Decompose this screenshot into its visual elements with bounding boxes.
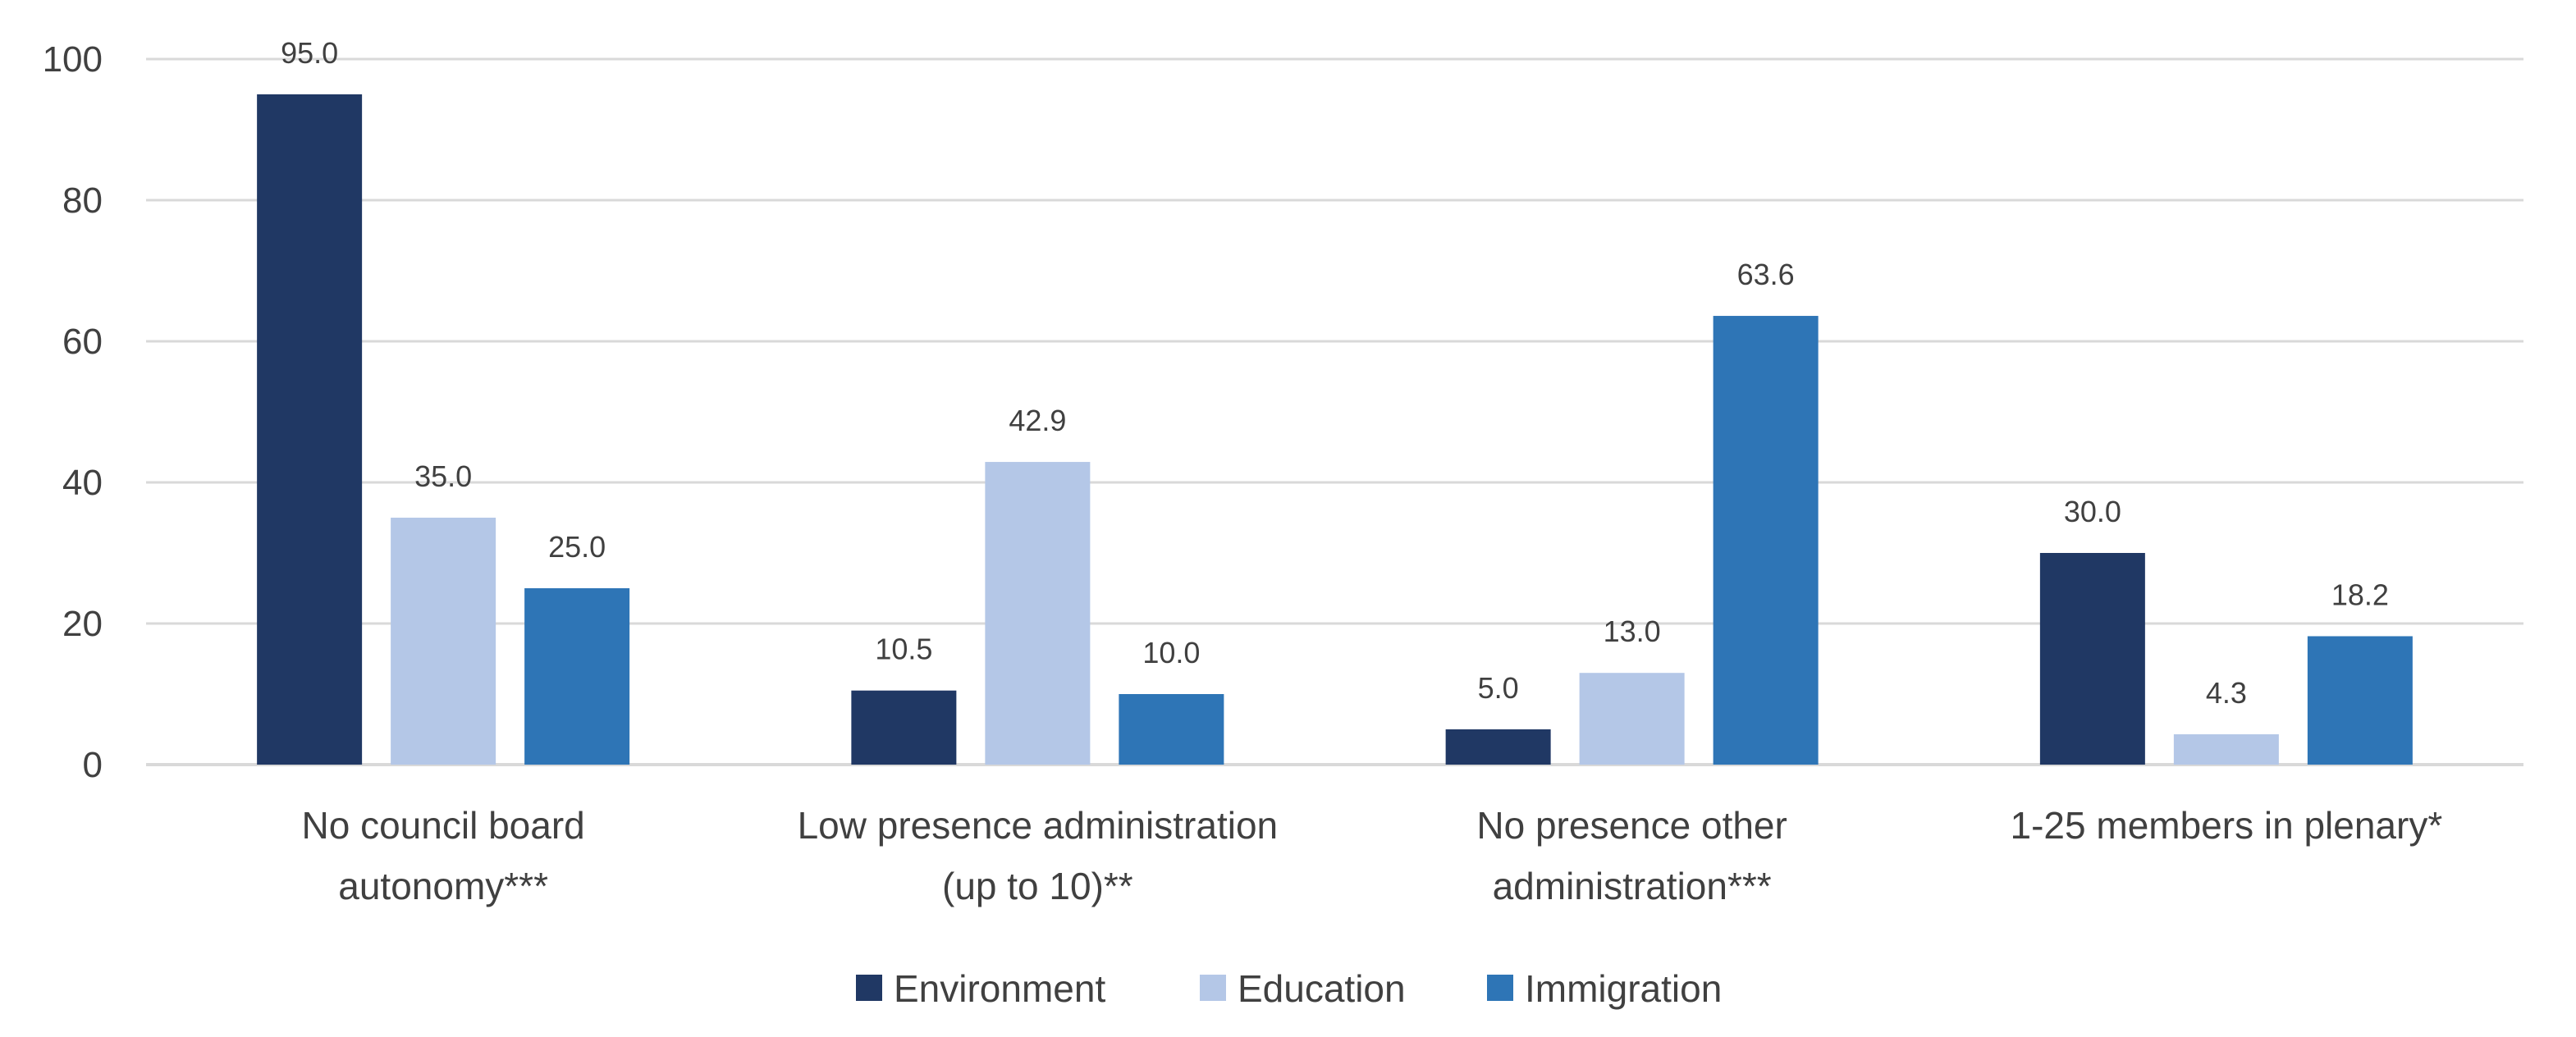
legend-label-immigration: Immigration: [1525, 967, 1722, 1010]
bar-immigration: [1713, 316, 1819, 765]
category-label: No council board: [302, 804, 585, 847]
data-label: 13.0: [1604, 614, 1661, 648]
y-tick-label: 80: [62, 180, 103, 221]
bar-immigration: [524, 588, 630, 765]
legend-swatch-education: [1200, 975, 1226, 1001]
category-label: 1-25 members in plenary*: [2011, 804, 2443, 847]
legend-swatch-immigration: [1487, 975, 1513, 1001]
bars: [257, 94, 2413, 765]
data-label: 10.0: [1142, 636, 1200, 669]
category-label: No presence other: [1476, 804, 1787, 847]
data-label: 35.0: [414, 459, 472, 493]
data-label: 63.6: [1737, 258, 1795, 291]
y-tick-label: 60: [62, 322, 103, 362]
x-axis-categories: No council board autonomy*** Low presence …: [302, 804, 2443, 907]
y-tick-label: 40: [62, 463, 103, 503]
y-axis: 0 20 40 60 80 100: [43, 39, 103, 785]
category-label: autonomy***: [338, 865, 548, 907]
bar-education: [2173, 734, 2279, 765]
legend: Environment Education Immigration: [856, 967, 1722, 1010]
data-label: 95.0: [281, 36, 338, 70]
gridlines: [146, 57, 2523, 766]
bar-environment: [2039, 553, 2145, 765]
legend-label-education: Education: [1238, 967, 1406, 1010]
category-label: Low presence administration: [798, 804, 1279, 847]
data-label: 42.9: [1009, 404, 1066, 437]
data-label: 10.5: [875, 633, 932, 666]
bar-environment: [257, 94, 363, 765]
data-labels: 95.0 35.0 25.0 10.5 42.9 10.0 5.0 13.0 63.6 30.0 4…: [281, 36, 2389, 710]
data-label: 18.2: [2331, 578, 2389, 611]
y-tick-label: 0: [83, 745, 103, 785]
y-tick-label: 20: [62, 604, 103, 644]
category-label: (up to 10)**: [942, 865, 1133, 907]
legend-swatch-environment: [856, 975, 882, 1001]
bar-immigration: [1119, 694, 1224, 765]
category-label: administration***: [1493, 865, 1772, 907]
data-label: 30.0: [2064, 495, 2121, 528]
data-label: 4.3: [2206, 676, 2247, 710]
legend-label-environment: Environment: [894, 967, 1105, 1010]
bar-education: [1579, 673, 1685, 765]
bar-education: [391, 518, 496, 765]
bar-education: [985, 462, 1091, 765]
bar-immigration: [2307, 636, 2413, 765]
data-label: 5.0: [1478, 671, 1519, 705]
y-tick-label: 100: [43, 39, 103, 80]
bar-environment: [851, 690, 957, 765]
data-label: 25.0: [548, 530, 606, 564]
bar-environment: [1445, 729, 1551, 765]
